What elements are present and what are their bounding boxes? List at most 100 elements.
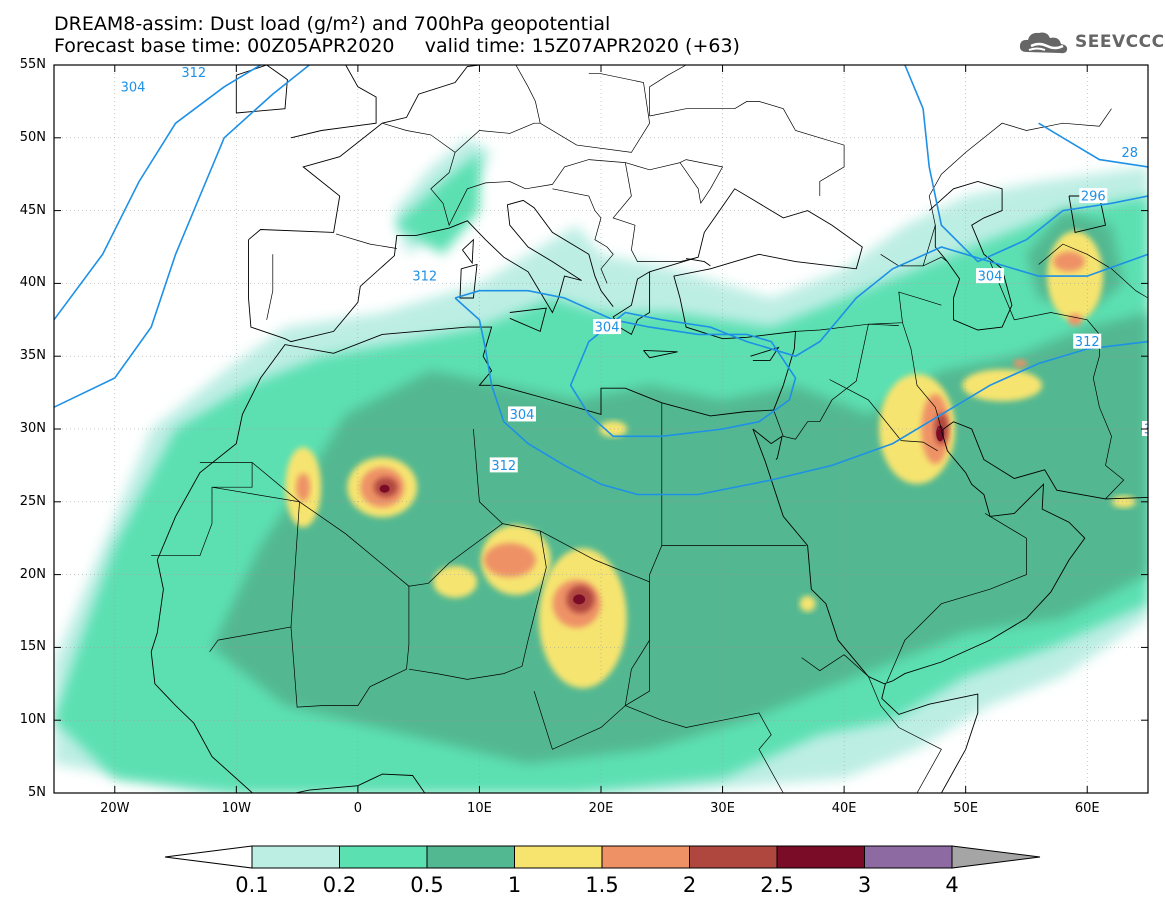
contour-label-bg xyxy=(975,268,1004,284)
lon-label: 20E xyxy=(588,801,614,816)
dust-level-1-iran xyxy=(962,369,1043,402)
border-ukraine xyxy=(649,101,845,196)
dust-level-2.5-chad xyxy=(573,594,586,605)
lat-label: 20N xyxy=(19,566,46,582)
border-poland xyxy=(454,73,650,153)
colorbar-tick-label: 0.1 xyxy=(235,873,269,897)
dust-field: 304 312 312 304 304 312 304 312 296 28 3 xyxy=(54,65,1152,793)
contour-label-text: 312 xyxy=(181,66,206,81)
contour-label-bg xyxy=(179,65,208,80)
contour-label: 312 xyxy=(489,457,518,474)
border-central-europe xyxy=(382,122,702,227)
border-ethiopia xyxy=(868,676,942,793)
border-algeria-south xyxy=(251,462,541,587)
contour-label-bg xyxy=(1079,188,1108,204)
border-iran-east xyxy=(989,261,1125,500)
border-balkans xyxy=(612,162,699,262)
lat-label: 45N xyxy=(19,202,46,218)
dust-level-1-sudan xyxy=(799,595,816,612)
dust-level-0.2-europe xyxy=(394,152,480,255)
geopotential-contours xyxy=(54,65,1148,496)
lon-label: 40E xyxy=(831,801,857,816)
contour-label-bg xyxy=(489,457,518,473)
contour-304-central xyxy=(454,246,1148,438)
logo: SEEVCCC xyxy=(1017,28,1165,56)
border-portugal xyxy=(266,254,274,320)
cloud-icon xyxy=(1019,32,1068,54)
border-pyrenees xyxy=(335,233,397,249)
contour-label-bg xyxy=(507,406,536,422)
coast-ireland xyxy=(235,65,288,114)
border-chad xyxy=(533,530,650,750)
border-kazakh xyxy=(922,108,1112,267)
contour-label-bg xyxy=(119,78,148,94)
contour-label: 28 xyxy=(1119,144,1140,161)
logo-text: SEEVCCC xyxy=(1075,32,1165,52)
lat-label: 25N xyxy=(19,493,46,509)
lon-label: 10W xyxy=(221,801,252,816)
dust-level-3-kuwait xyxy=(936,425,945,442)
contour-label: 296 xyxy=(1079,188,1108,205)
contour-label-bg xyxy=(410,268,439,284)
contour-label: 304 xyxy=(119,78,148,95)
colorbar-tick-label: 0.2 xyxy=(322,873,357,897)
coast-bosporus xyxy=(686,258,711,267)
coast-horn xyxy=(881,683,979,793)
dust-level-1.5-niger xyxy=(483,543,536,578)
contour-label-text: 304 xyxy=(510,408,535,423)
colorbar-tick-label: 2 xyxy=(682,873,697,897)
dust-level-1.5-iran xyxy=(1013,359,1028,368)
coast-west-europe xyxy=(248,65,480,241)
lat-label: 50N xyxy=(19,129,46,145)
map-title: DREAM8-assim: Dust load (g/m²) and 700hP… xyxy=(54,13,611,35)
border-belarus xyxy=(649,65,687,116)
contour-label: 312 xyxy=(1073,333,1102,350)
coast-corsica xyxy=(462,238,474,265)
contour-label-text: 312 xyxy=(412,270,437,285)
coast-sicily xyxy=(509,307,547,333)
dust-level-1.5-west xyxy=(296,473,311,502)
border-moldova xyxy=(679,159,724,204)
border-yemen-saudi xyxy=(886,513,1027,683)
border-sudan xyxy=(624,581,784,793)
lon-label: 60E xyxy=(1074,801,1100,816)
contour-label-text: 304 xyxy=(595,321,620,336)
lon-label: 50E xyxy=(953,801,979,816)
lat-label: 30N xyxy=(19,421,46,436)
coast-caspian xyxy=(928,181,1013,331)
colorbar-tick-label: 0.5 xyxy=(410,873,444,897)
contour-label: 312 xyxy=(410,268,439,285)
contour-label-bg xyxy=(1119,144,1140,160)
border-niger xyxy=(408,530,547,680)
coast-south-europe xyxy=(248,199,614,343)
contour-label: 304 xyxy=(507,406,536,423)
lat-label: 35N xyxy=(19,348,46,364)
colorbar-tick-label: 2.5 xyxy=(760,873,794,897)
lat-label: 40N xyxy=(19,275,46,291)
contour-label-text: 3 xyxy=(1144,423,1152,438)
border-libya-west xyxy=(473,428,503,524)
lon-label: 30E xyxy=(710,801,735,816)
lon-label: 10E xyxy=(467,801,492,816)
border-balkans-west xyxy=(552,188,614,284)
axis-ticks xyxy=(54,64,1148,794)
lon-label: 0 xyxy=(353,801,363,816)
coast-cyprus xyxy=(750,346,780,362)
colorbar-tick-label: 4 xyxy=(945,873,959,897)
colorbar-tick-label: 1.5 xyxy=(585,873,619,897)
dust-level-1.5-caspian xyxy=(1052,251,1085,272)
border-germany-poland xyxy=(515,65,541,124)
border-uzbek xyxy=(1038,243,1148,299)
border-syria-turkey xyxy=(795,323,899,332)
border-iraq-saudi xyxy=(829,379,938,452)
border-eritrea xyxy=(801,654,869,677)
dust-level-2.5-algeria xyxy=(379,484,390,493)
contour-label: 304 xyxy=(975,268,1004,285)
contour-label-bg xyxy=(1073,333,1102,349)
border-levant-iraq xyxy=(773,291,942,440)
forecast-times: Forecast base time: 00Z05APR2020 valid t… xyxy=(54,35,740,57)
border-libya-egypt xyxy=(649,402,663,582)
contour-labels: 304 312 312 304 304 312 304 312 296 28 3 xyxy=(119,65,1152,474)
lat-label: 55N xyxy=(19,57,46,72)
